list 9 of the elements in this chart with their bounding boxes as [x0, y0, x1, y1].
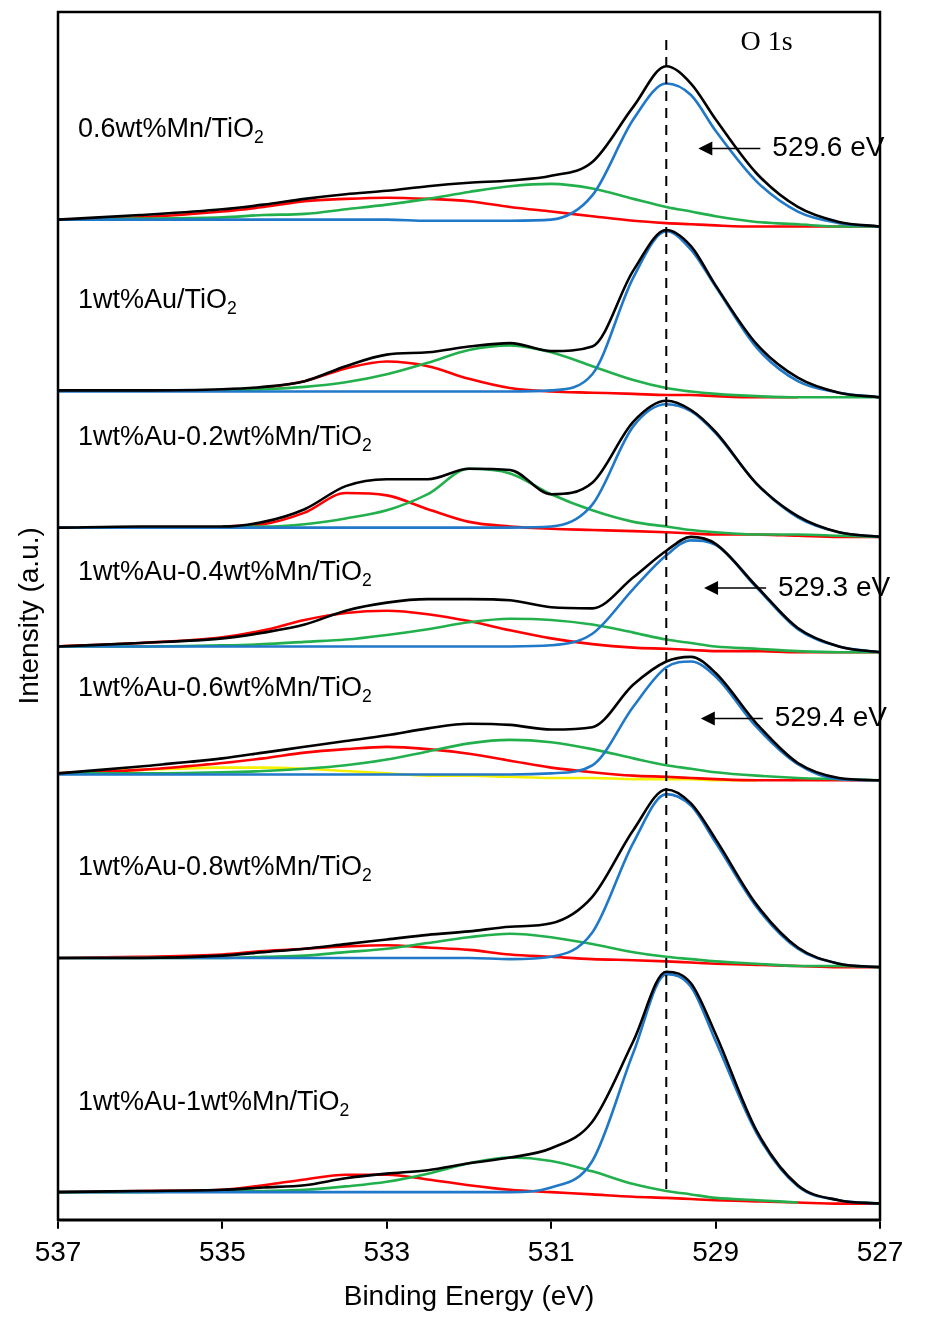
x-tick-label: 531	[527, 1236, 575, 1268]
text: O 1s	[740, 24, 793, 56]
x-tick-label: 533	[363, 1236, 411, 1268]
x-tick-label: 537	[34, 1236, 82, 1268]
x-tick-label: 527	[856, 1236, 904, 1268]
y-axis-title: Intensity (a.u.)	[12, 527, 44, 705]
x-tick-label: 535	[199, 1236, 246, 1268]
x-tick-label: 529	[692, 1236, 739, 1268]
x-axis-title: Binding Energy (eV)	[343, 1279, 595, 1311]
